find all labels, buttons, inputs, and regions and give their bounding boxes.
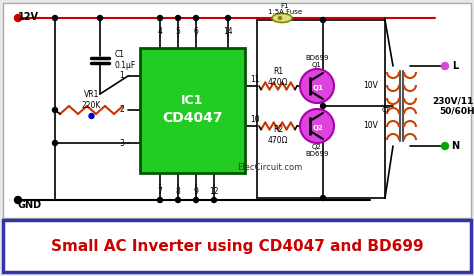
Circle shape [98,15,102,20]
Text: 5: 5 [175,26,181,36]
Circle shape [300,69,334,103]
Text: N: N [451,141,459,151]
Text: F1
1.5A Fuse: F1 1.5A Fuse [268,2,302,15]
Circle shape [300,109,334,143]
Circle shape [441,62,448,70]
Circle shape [53,140,57,145]
Circle shape [157,15,163,20]
Circle shape [226,15,230,20]
Circle shape [175,15,181,20]
Text: IC1: IC1 [182,94,204,107]
Text: 11: 11 [250,75,260,84]
Text: L: L [452,61,458,71]
Text: 14: 14 [223,26,233,36]
Circle shape [441,142,448,150]
Text: Q2: Q2 [313,125,323,131]
Text: C1
0.1μF: C1 0.1μF [115,50,136,70]
FancyBboxPatch shape [140,48,245,173]
Circle shape [53,107,57,113]
Circle shape [193,198,199,203]
Text: CD4047: CD4047 [162,112,223,126]
Text: BD699
Q1: BD699 Q1 [305,54,329,68]
FancyBboxPatch shape [3,220,471,272]
Circle shape [193,15,199,20]
Text: 8: 8 [176,187,181,195]
Text: Small AC Inverter using CD4047 and BD699: Small AC Inverter using CD4047 and BD699 [51,238,423,253]
Circle shape [157,198,163,203]
Circle shape [320,104,326,108]
Text: Q2
BD699: Q2 BD699 [305,145,329,158]
Circle shape [320,195,326,200]
Ellipse shape [272,14,292,23]
Text: 6: 6 [193,26,199,36]
Circle shape [15,15,21,22]
Text: 230V/117V
50/60Hz: 230V/117V 50/60Hz [433,96,474,116]
Text: Q1: Q1 [312,85,323,91]
Text: 7: 7 [157,187,163,195]
Text: 12V: 12V [18,12,38,22]
Circle shape [53,15,57,20]
Text: 10V: 10V [363,81,378,91]
Circle shape [211,198,217,203]
Text: R2
470Ω: R2 470Ω [268,125,288,145]
Text: ElecCircuit.com: ElecCircuit.com [237,163,302,172]
Text: 2: 2 [119,105,124,115]
Text: 10: 10 [250,115,260,123]
Text: 9: 9 [193,187,199,195]
Circle shape [279,17,282,20]
Circle shape [89,113,94,118]
Circle shape [175,198,181,203]
Text: 10V: 10V [363,121,378,131]
Text: 4: 4 [157,26,163,36]
Text: R1
470Ω: R1 470Ω [268,67,288,87]
Text: 12: 12 [209,187,219,195]
Circle shape [15,197,21,203]
Text: 3: 3 [119,139,125,147]
FancyBboxPatch shape [3,3,471,218]
Circle shape [320,17,326,23]
Text: GND: GND [18,200,42,210]
Text: VR1
220K: VR1 220K [82,90,101,110]
Text: 1: 1 [119,71,124,81]
Text: CT: CT [382,107,391,113]
